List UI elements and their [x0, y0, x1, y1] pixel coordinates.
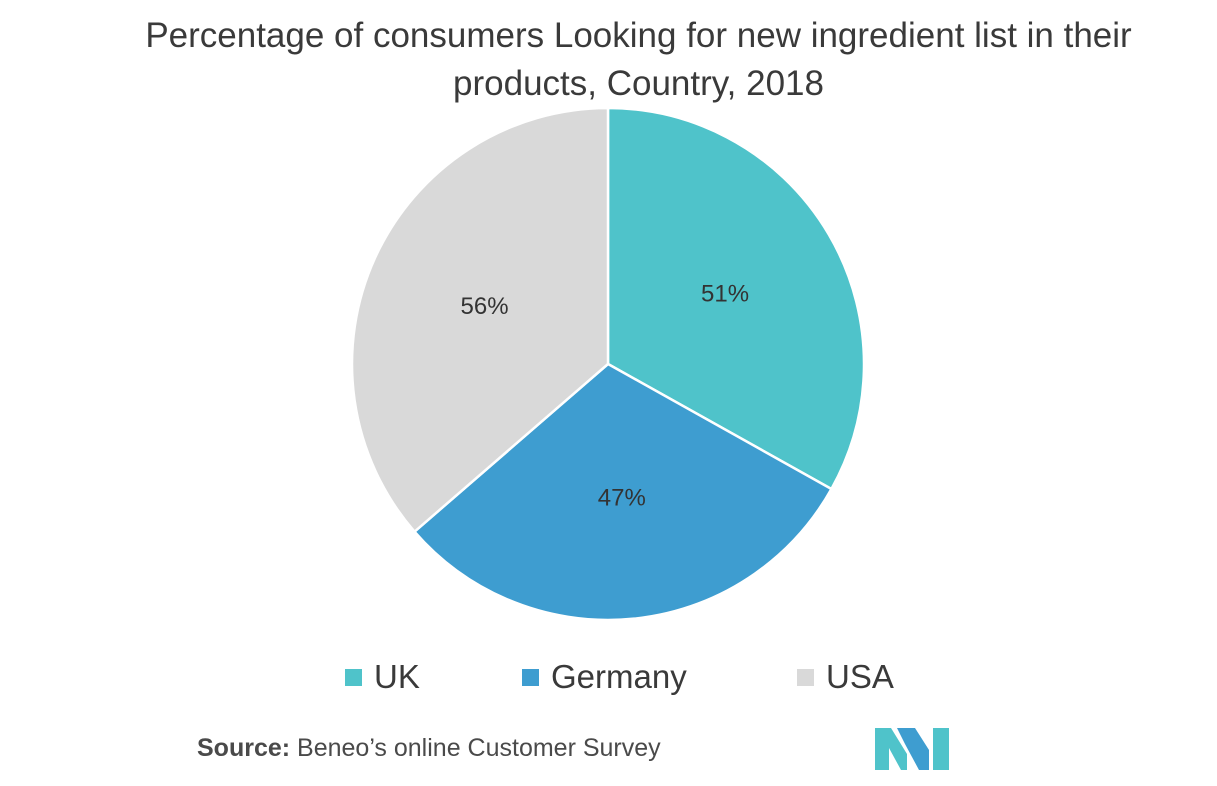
source-note: Source: Beneo’s online Customer Survey [197, 734, 661, 763]
chart-title: Percentage of consumers Looking for new … [145, 16, 1132, 103]
pie-slice-germany [412, 362, 834, 622]
legend-label-uk: UK [374, 658, 420, 695]
data-label-usa: 56% [461, 293, 509, 320]
legend-item-uk: UK [345, 658, 420, 696]
legend-label-usa: USA [826, 658, 894, 695]
data-label-germany: 47% [598, 484, 646, 511]
data-label-uk: 51% [701, 281, 749, 308]
source-label: Source: [197, 734, 291, 762]
source-text: Beneo’s online Customer Survey [290, 734, 661, 762]
legend-item-usa: USA [797, 658, 894, 696]
chart-legend: UK Germany USA [0, 658, 1217, 702]
pie-slice-uk [606, 106, 866, 491]
legend-swatch-usa [797, 668, 814, 686]
pie-slice-usa [350, 106, 610, 534]
legend-swatch-germany [522, 668, 539, 686]
logo-shape-right [933, 728, 949, 770]
legend-item-germany: Germany [522, 658, 687, 696]
logo-shape-middle [897, 728, 929, 770]
logo-shape-left [875, 728, 907, 770]
legend-swatch-uk [345, 668, 362, 686]
legend-label-germany: Germany [551, 658, 687, 695]
mordor-intelligence-logo-icon [875, 728, 949, 770]
